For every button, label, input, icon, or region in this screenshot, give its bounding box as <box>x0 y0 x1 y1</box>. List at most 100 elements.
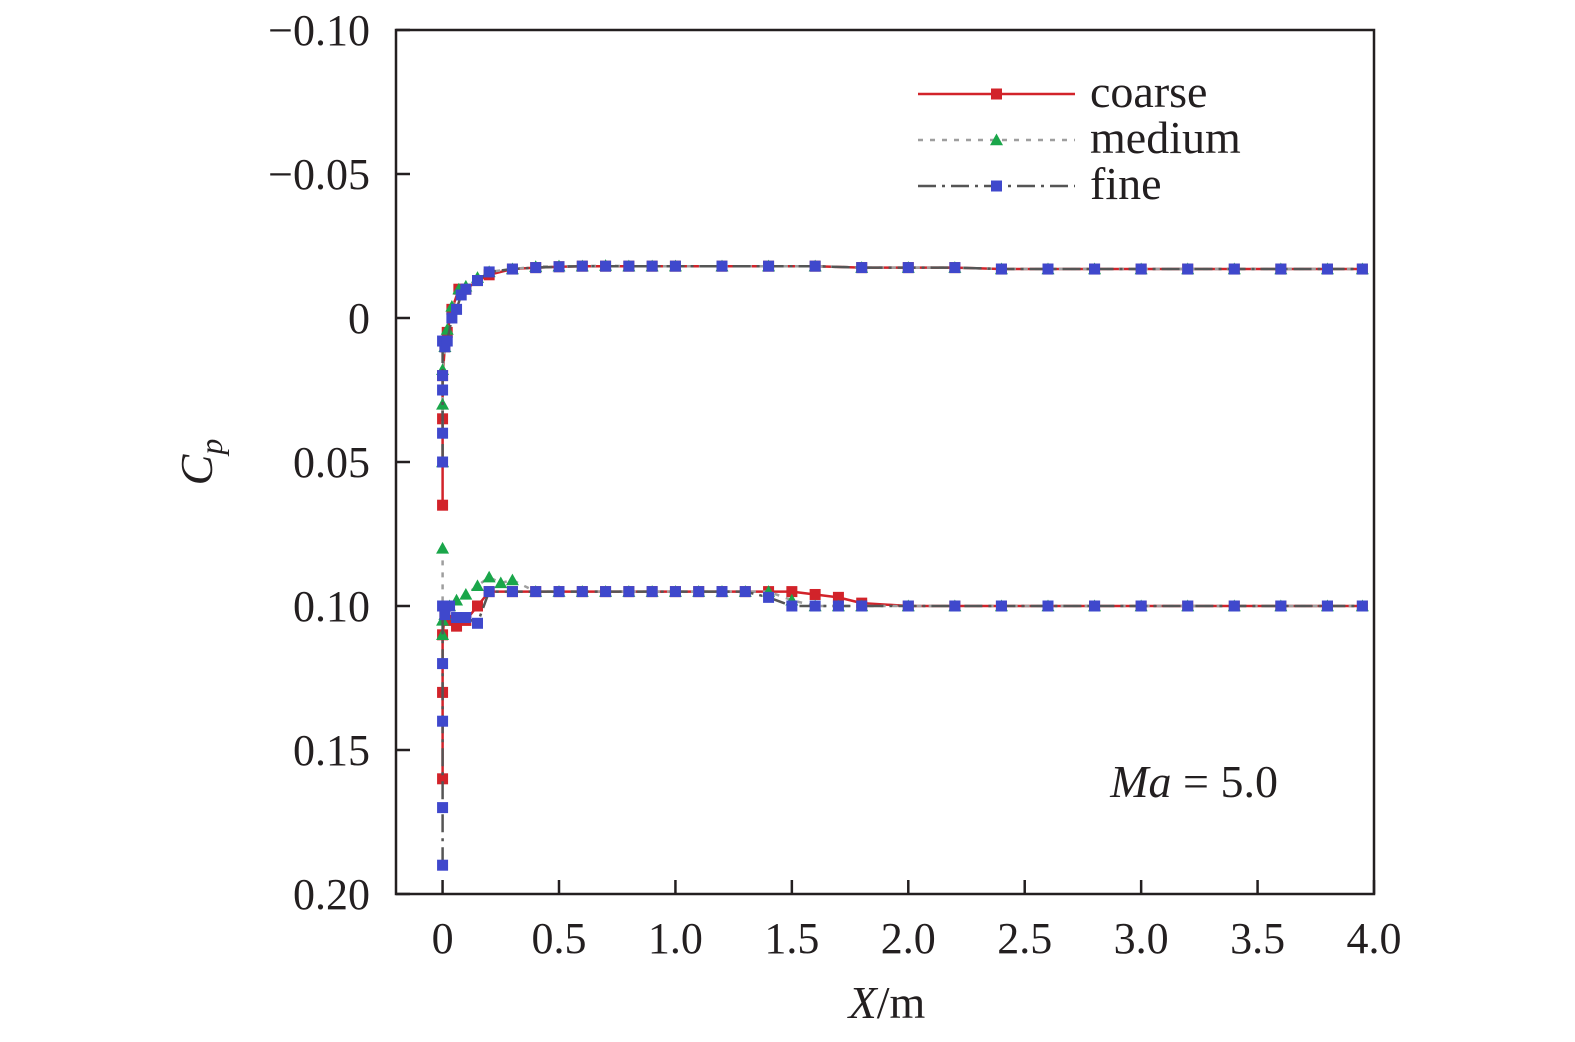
data-point-medium <box>482 570 496 583</box>
legend-marker <box>991 88 1002 100</box>
data-point-coarse <box>472 600 483 612</box>
x-tick-label: 3.0 <box>1114 914 1169 963</box>
series-line-coarse-upper <box>441 264 1363 506</box>
data-point-fine <box>1089 600 1101 612</box>
series-line-coarse-lower <box>441 590 1363 779</box>
series-line-fine-upper <box>441 264 1363 462</box>
series-layer <box>436 259 1369 871</box>
data-point-coarse <box>451 620 463 632</box>
data-point-fine <box>1042 600 1054 612</box>
series-line-fine-lower <box>441 590 1363 866</box>
data-point-fine <box>437 427 449 439</box>
data-point-coarse <box>809 588 821 600</box>
y-axis-title: Cp <box>171 439 229 486</box>
data-point-fine <box>809 600 821 612</box>
data-point-fine <box>1089 263 1101 275</box>
data-point-fine <box>444 600 456 612</box>
data-point-medium <box>459 587 473 600</box>
data-point-fine <box>1275 263 1287 275</box>
data-point-fine <box>437 658 449 670</box>
legend-label: medium <box>1090 112 1241 163</box>
data-point-fine <box>437 802 449 814</box>
data-point-medium <box>471 579 484 592</box>
x-tick-label: 4.0 <box>1347 914 1402 963</box>
y-tick-label: 0.10 <box>293 582 370 631</box>
data-point-fine <box>1275 600 1287 612</box>
data-point-fine <box>832 600 844 612</box>
data-point-fine <box>856 600 868 612</box>
data-point-fine <box>623 586 635 598</box>
data-point-fine <box>472 617 483 629</box>
x-tick-label: 2.5 <box>997 914 1052 963</box>
x-tick-label: 0 <box>432 914 454 963</box>
data-point-fine <box>763 260 775 272</box>
data-point-fine <box>856 262 868 274</box>
data-point-fine <box>949 262 961 274</box>
mach-annotation-value: = 5.0 <box>1172 756 1278 807</box>
data-point-fine <box>483 586 495 598</box>
data-point-fine <box>786 600 798 612</box>
data-point-fine <box>693 586 705 598</box>
data-point-fine <box>451 303 463 315</box>
data-point-fine <box>576 586 588 598</box>
y-tick-label: −0.05 <box>268 150 370 199</box>
data-point-fine <box>530 586 542 598</box>
data-point-fine <box>1228 600 1240 612</box>
data-point-medium <box>505 573 519 586</box>
data-point-fine <box>553 586 565 598</box>
x-tick-label: 1.5 <box>764 914 819 963</box>
data-point-fine <box>809 260 821 272</box>
data-point-fine <box>530 262 542 274</box>
data-point-fine <box>669 260 681 272</box>
data-point-fine <box>446 312 458 324</box>
data-point-fine <box>646 260 658 272</box>
data-point-fine <box>1042 263 1054 275</box>
data-point-fine <box>995 263 1007 275</box>
x-axis-title-unit: /m <box>877 977 926 1028</box>
data-point-coarse <box>437 773 449 785</box>
data-point-fine <box>460 283 472 295</box>
data-point-fine <box>902 262 914 274</box>
data-point-coarse <box>444 614 456 626</box>
data-point-fine <box>1356 600 1368 612</box>
y-tick-label: 0.15 <box>293 726 370 775</box>
data-point-fine <box>1356 263 1368 275</box>
legend-item-medium: medium <box>918 112 1241 163</box>
data-point-fine <box>949 600 961 612</box>
legend-marker <box>990 133 1003 146</box>
x-axis-title-main: X <box>847 977 879 1028</box>
data-point-fine <box>646 586 658 598</box>
data-point-fine <box>1321 600 1333 612</box>
mach-annotation-symbol: Ma <box>1109 756 1171 807</box>
data-point-medium <box>436 541 450 554</box>
x-axis-title: X/m <box>847 977 926 1028</box>
data-point-fine <box>472 275 483 287</box>
data-point-fine <box>455 289 467 301</box>
data-point-fine <box>739 586 751 598</box>
data-point-fine <box>669 586 681 598</box>
data-point-fine <box>437 859 449 871</box>
data-point-fine <box>1321 263 1333 275</box>
series-fine <box>437 260 1368 871</box>
data-point-fine <box>1228 263 1240 275</box>
data-point-fine <box>1182 263 1194 275</box>
data-point-fine <box>600 260 612 272</box>
data-point-fine <box>576 260 588 272</box>
legend-marker <box>991 180 1002 192</box>
legend-item-coarse: coarse <box>918 66 1207 117</box>
data-point-coarse <box>437 499 449 511</box>
data-point-fine <box>1135 600 1147 612</box>
x-tick-label: 2.0 <box>881 914 936 963</box>
data-point-fine <box>553 261 565 273</box>
data-point-fine <box>902 600 914 612</box>
x-tick-label: 1.0 <box>648 914 703 963</box>
legend-label: coarse <box>1090 66 1207 117</box>
legend-item-fine: fine <box>918 158 1162 209</box>
y-tick-label: −0.10 <box>268 6 370 55</box>
data-point-fine <box>437 456 449 468</box>
data-point-fine <box>763 591 775 603</box>
data-point-fine <box>437 370 449 382</box>
data-point-fine <box>451 612 463 624</box>
data-point-fine <box>623 260 635 272</box>
